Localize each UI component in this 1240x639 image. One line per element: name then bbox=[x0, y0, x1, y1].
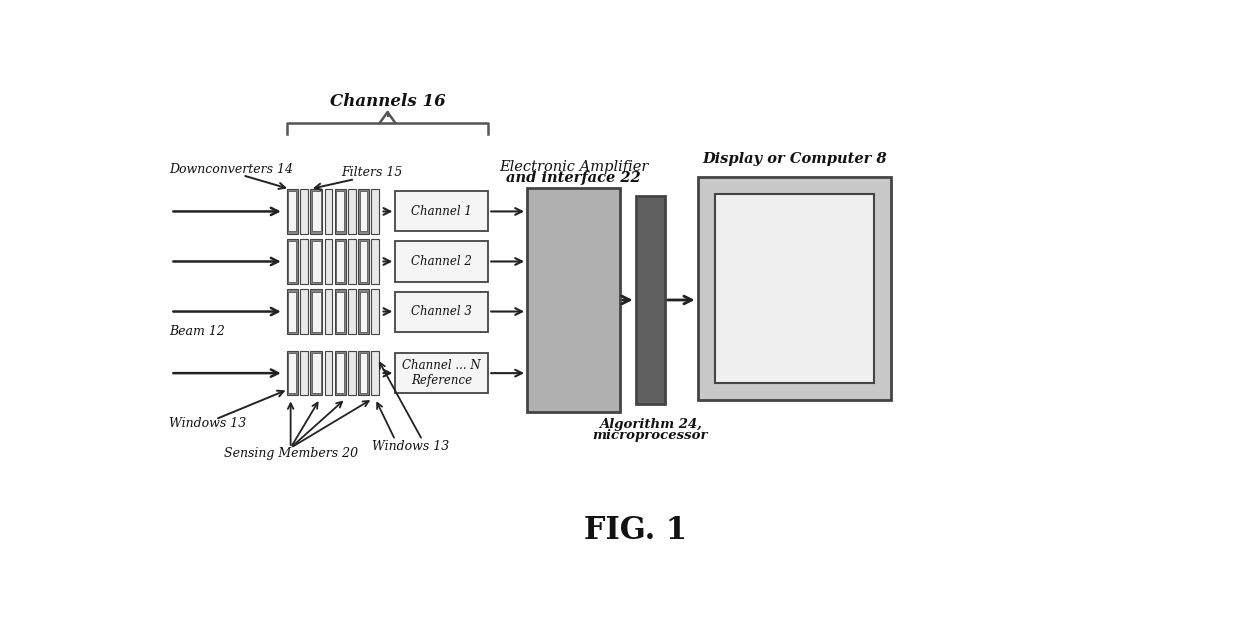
Bar bbox=[371, 289, 379, 334]
Bar bbox=[286, 289, 298, 334]
Bar bbox=[358, 289, 370, 334]
Bar bbox=[335, 289, 346, 334]
Bar bbox=[371, 239, 379, 284]
Text: Filters 15: Filters 15 bbox=[341, 166, 402, 180]
Bar bbox=[371, 189, 379, 234]
Bar bbox=[360, 242, 367, 282]
Bar bbox=[288, 291, 296, 332]
Bar bbox=[358, 239, 370, 284]
Bar bbox=[396, 242, 489, 282]
Bar bbox=[300, 351, 308, 396]
Bar bbox=[335, 239, 346, 284]
Bar bbox=[311, 192, 321, 231]
Bar bbox=[358, 189, 370, 234]
Text: Algorithm 24,: Algorithm 24, bbox=[599, 418, 702, 431]
Bar bbox=[288, 353, 296, 393]
Bar bbox=[286, 189, 298, 234]
Bar bbox=[336, 353, 345, 393]
Text: Sensing Members 20: Sensing Members 20 bbox=[223, 447, 357, 461]
Bar bbox=[286, 351, 298, 396]
Text: Channels 16: Channels 16 bbox=[330, 93, 445, 110]
Text: Windows 13: Windows 13 bbox=[169, 417, 247, 429]
Text: Electronic Amplifier: Electronic Amplifier bbox=[498, 160, 649, 174]
Bar bbox=[396, 192, 489, 231]
Bar bbox=[527, 189, 620, 412]
Bar bbox=[325, 351, 332, 396]
Bar bbox=[348, 351, 356, 396]
Bar bbox=[310, 189, 322, 234]
Text: and interface 22: and interface 22 bbox=[506, 171, 641, 185]
Bar bbox=[336, 291, 345, 332]
Bar bbox=[360, 192, 367, 231]
Bar bbox=[325, 289, 332, 334]
Bar bbox=[325, 189, 332, 234]
Bar bbox=[311, 353, 321, 393]
Bar bbox=[335, 351, 346, 396]
Text: microprocessor: microprocessor bbox=[593, 429, 708, 442]
Bar bbox=[348, 189, 356, 234]
Bar bbox=[336, 242, 345, 282]
Bar bbox=[310, 351, 322, 396]
Text: FIG. 1: FIG. 1 bbox=[584, 516, 687, 546]
Bar bbox=[311, 242, 321, 282]
Bar bbox=[300, 239, 308, 284]
Bar bbox=[348, 239, 356, 284]
Text: Downconverters 14: Downconverters 14 bbox=[169, 162, 293, 176]
Bar bbox=[300, 189, 308, 234]
Text: Channel ... N
Reference: Channel ... N Reference bbox=[403, 359, 481, 387]
Bar bbox=[396, 291, 489, 332]
Text: Channel 2: Channel 2 bbox=[412, 255, 472, 268]
Bar bbox=[300, 289, 308, 334]
Bar bbox=[335, 189, 346, 234]
Bar bbox=[288, 242, 296, 282]
Text: Channel 3: Channel 3 bbox=[412, 305, 472, 318]
Text: Beam 12: Beam 12 bbox=[169, 325, 224, 339]
Bar bbox=[286, 239, 298, 284]
Bar bbox=[336, 192, 345, 231]
Bar bbox=[697, 177, 892, 400]
Bar bbox=[348, 289, 356, 334]
Bar bbox=[310, 239, 322, 284]
Bar bbox=[288, 192, 296, 231]
Bar bbox=[360, 353, 367, 393]
Text: Channel 1: Channel 1 bbox=[412, 205, 472, 218]
Bar bbox=[714, 194, 874, 383]
Bar bbox=[396, 353, 489, 393]
Text: Windows 13: Windows 13 bbox=[372, 440, 449, 453]
Bar bbox=[360, 291, 367, 332]
Bar bbox=[635, 196, 665, 404]
Text: 0.5780 mW: 0.5780 mW bbox=[742, 279, 847, 297]
Bar bbox=[358, 351, 370, 396]
Bar bbox=[371, 351, 379, 396]
Bar bbox=[310, 289, 322, 334]
Bar bbox=[311, 291, 321, 332]
Text: Display or Computer 8: Display or Computer 8 bbox=[702, 152, 887, 166]
Bar bbox=[325, 239, 332, 284]
